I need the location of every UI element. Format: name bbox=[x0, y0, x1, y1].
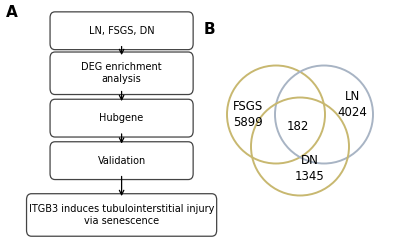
Text: DEG enrichment
analysis: DEG enrichment analysis bbox=[81, 62, 162, 84]
Text: Hubgene: Hubgene bbox=[100, 113, 144, 123]
Text: Validation: Validation bbox=[98, 156, 146, 166]
Text: 1345: 1345 bbox=[295, 170, 325, 183]
FancyBboxPatch shape bbox=[50, 142, 193, 180]
Text: ITGB3 induces tubulointerstitial injury
via senescence: ITGB3 induces tubulointerstitial injury … bbox=[29, 204, 214, 226]
Text: FSGS: FSGS bbox=[233, 100, 263, 113]
FancyBboxPatch shape bbox=[26, 194, 217, 236]
Text: LN: LN bbox=[344, 90, 360, 103]
FancyBboxPatch shape bbox=[50, 12, 193, 50]
Text: 182: 182 bbox=[287, 120, 309, 133]
Text: LN, FSGS, DN: LN, FSGS, DN bbox=[89, 26, 154, 36]
Text: 4024: 4024 bbox=[337, 106, 367, 119]
Text: B: B bbox=[204, 22, 216, 38]
Text: DN: DN bbox=[301, 154, 319, 167]
FancyBboxPatch shape bbox=[50, 52, 193, 94]
Text: 5899: 5899 bbox=[233, 116, 263, 129]
FancyBboxPatch shape bbox=[50, 99, 193, 137]
Text: A: A bbox=[6, 5, 18, 20]
